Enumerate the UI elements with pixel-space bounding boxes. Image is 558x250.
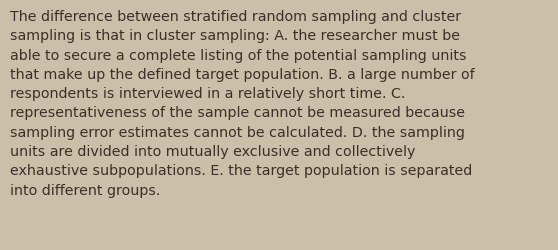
Text: The difference between stratified random sampling and cluster
sampling is that i: The difference between stratified random… [10,10,475,197]
